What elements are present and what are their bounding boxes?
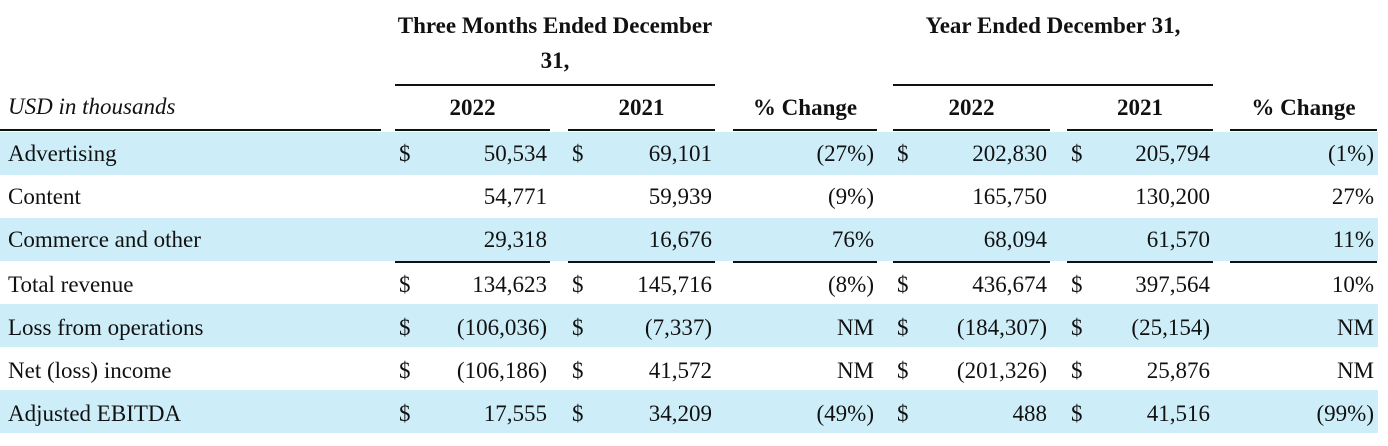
cell-value: 205,794 xyxy=(1135,141,1210,166)
currency-symbol: $ xyxy=(897,141,909,166)
subtotal-rule xyxy=(1067,261,1213,263)
group-rule xyxy=(893,84,1213,86)
row-highlight xyxy=(0,390,1378,433)
cell-value: 76% xyxy=(831,227,874,252)
cell-value: (9%) xyxy=(828,184,874,209)
cell-value: (27%) xyxy=(816,141,874,166)
header-rule xyxy=(568,129,715,131)
cell-value: 54,771 xyxy=(483,184,547,209)
cell-value: (99%) xyxy=(1316,401,1374,426)
currency-symbol: $ xyxy=(572,315,584,340)
column-header: 2022 xyxy=(449,95,496,120)
cell-value: NM xyxy=(1336,358,1374,383)
currency-symbol: $ xyxy=(399,315,411,340)
subtotal-rule xyxy=(395,261,550,263)
currency-symbol: $ xyxy=(897,358,909,383)
header-rule xyxy=(893,129,1050,131)
row-highlight xyxy=(0,218,1378,261)
cell-value: 59,939 xyxy=(648,184,712,209)
cell-value: 16,676 xyxy=(648,227,712,252)
cell-value: 488 xyxy=(1012,401,1048,426)
cell-value: (8%) xyxy=(828,272,874,297)
column-header: % Change xyxy=(1251,95,1356,120)
row-highlight xyxy=(0,132,1378,175)
cell-value: NM xyxy=(1336,315,1374,340)
cell-value: 41,572 xyxy=(648,358,712,383)
cell-value: (184,307) xyxy=(956,315,1047,340)
row-label: Loss from operations xyxy=(8,315,204,340)
cell-value: (25,154) xyxy=(1131,315,1210,340)
cell-value: 25,876 xyxy=(1146,358,1210,383)
group-rule xyxy=(395,84,715,86)
cell-value: 34,209 xyxy=(648,401,712,426)
header-rule xyxy=(0,129,381,131)
currency-symbol: $ xyxy=(1071,315,1083,340)
cell-value: (1%) xyxy=(1328,141,1374,166)
cell-value: 69,101 xyxy=(648,141,712,166)
subtotal-rule xyxy=(1230,261,1377,263)
header-rule xyxy=(1067,129,1213,131)
header-rule xyxy=(395,129,550,131)
currency-symbol: $ xyxy=(1071,272,1083,297)
cell-value: 397,564 xyxy=(1135,272,1210,297)
header-rule xyxy=(1230,129,1377,131)
row-label: Commerce and other xyxy=(8,227,201,252)
cell-value: 436,674 xyxy=(972,272,1047,297)
cell-value: 130,200 xyxy=(1135,184,1210,209)
group-header: Three Months Ended December 31, xyxy=(397,13,713,73)
cell-value: 61,570 xyxy=(1146,227,1210,252)
currency-symbol: $ xyxy=(897,401,909,426)
cell-value: 11% xyxy=(1332,227,1374,252)
unit-label: USD in thousands xyxy=(8,94,176,119)
cell-value: (106,186) xyxy=(456,358,547,383)
currency-symbol: $ xyxy=(399,141,411,166)
currency-symbol: $ xyxy=(572,358,584,383)
row-label: Content xyxy=(8,184,81,209)
column-header: 2021 xyxy=(618,95,665,120)
cell-value: 68,094 xyxy=(983,227,1047,252)
subtotal-rule xyxy=(733,261,877,263)
cell-value: 29,318 xyxy=(483,227,547,252)
subtotal-rule xyxy=(893,261,1050,263)
currency-symbol: $ xyxy=(399,401,411,426)
cell-value: (201,326) xyxy=(956,358,1047,383)
currency-symbol: $ xyxy=(572,401,584,426)
column-header: 2022 xyxy=(948,95,995,120)
cell-value: 202,830 xyxy=(972,141,1047,166)
currency-symbol: $ xyxy=(897,315,909,340)
currency-symbol: $ xyxy=(897,272,909,297)
row-label: Advertising xyxy=(8,141,117,166)
currency-symbol: $ xyxy=(1071,401,1083,426)
cell-value: 165,750 xyxy=(972,184,1047,209)
currency-symbol: $ xyxy=(572,272,584,297)
currency-symbol: $ xyxy=(399,358,411,383)
row-label: Adjusted EBITDA xyxy=(8,401,182,426)
cell-value: NM xyxy=(836,358,874,383)
row-highlight xyxy=(0,304,1378,347)
subtotal-rule xyxy=(568,261,715,263)
cell-value: 41,516 xyxy=(1146,401,1210,426)
cell-value: 10% xyxy=(1331,272,1374,297)
cell-value: (7,337) xyxy=(644,315,712,340)
cell-value: 134,623 xyxy=(472,272,547,297)
currency-symbol: $ xyxy=(1071,358,1083,383)
row-label: Net (loss) income xyxy=(8,358,172,383)
header-rule xyxy=(733,129,877,131)
cell-value: 17,555 xyxy=(483,401,547,426)
column-header: % Change xyxy=(752,95,858,120)
cell-value: 145,716 xyxy=(637,272,712,297)
cell-value: NM xyxy=(836,315,874,340)
cell-value: (49%) xyxy=(816,401,874,426)
cell-value: 27% xyxy=(1331,184,1374,209)
cell-value: 50,534 xyxy=(483,141,547,166)
currency-symbol: $ xyxy=(1071,141,1083,166)
cell-value: (106,036) xyxy=(456,315,547,340)
group-header: Year Ended December 31, xyxy=(925,13,1181,38)
row-label: Total revenue xyxy=(8,272,134,297)
column-header: 2021 xyxy=(1117,95,1163,120)
currency-symbol: $ xyxy=(399,272,411,297)
currency-symbol: $ xyxy=(572,141,584,166)
